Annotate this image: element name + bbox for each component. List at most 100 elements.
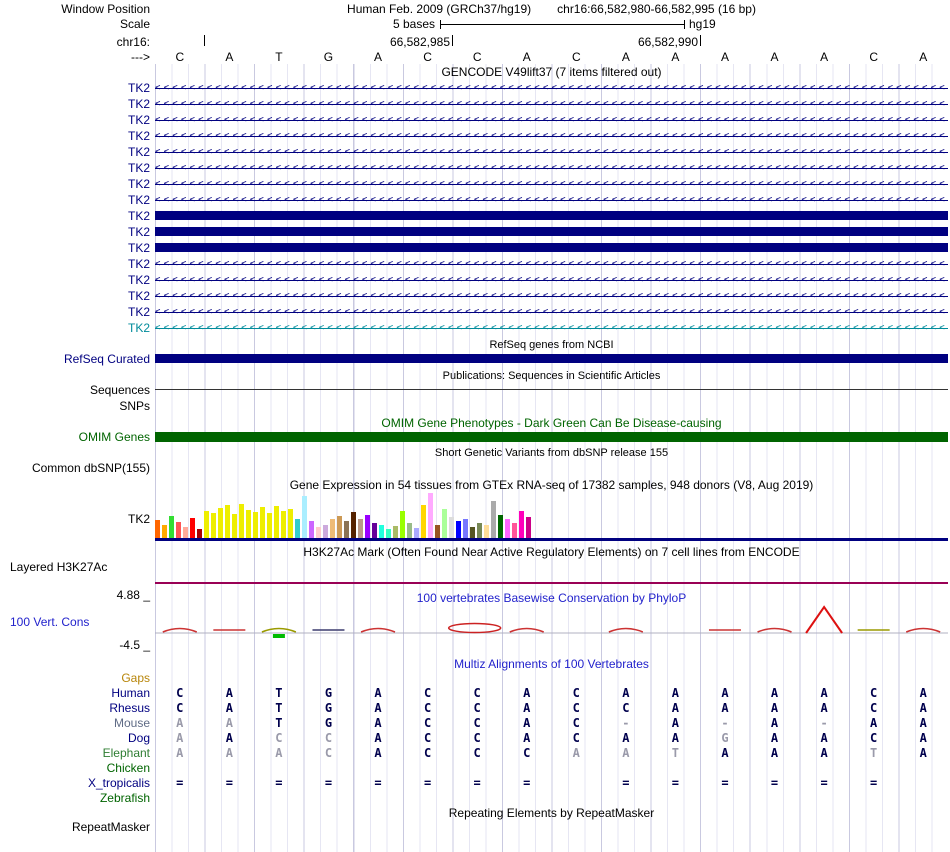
gencode-intron-line[interactable] xyxy=(155,184,948,185)
gencode-item-label[interactable]: TK2 xyxy=(127,129,150,143)
gencode-transcript-row[interactable]: <<<<<<<<<<<<<<<<<<<<<<<<<<<<<<<<<<<<<<<<… xyxy=(155,307,948,317)
gencode-transcript-row[interactable]: <<<<<<<<<<<<<<<<<<<<<<<<<<<<<<<<<<<<<<<<… xyxy=(155,115,948,125)
multiz-title[interactable]: Multiz Alignments of 100 Vertebrates xyxy=(454,657,649,671)
gtex-expression-bar[interactable] xyxy=(428,493,433,538)
gencode-item-label[interactable]: TK2 xyxy=(127,113,150,127)
publications-title[interactable]: Publications: Sequences in Scientific Ar… xyxy=(442,370,661,382)
gtex-expression-bar[interactable] xyxy=(484,525,489,538)
omim-title[interactable]: OMIM Gene Phenotypes - Dark Green Can Be… xyxy=(381,416,722,430)
gtex-expression-bar[interactable] xyxy=(267,513,272,538)
gencode-item-label[interactable]: TK2 xyxy=(127,209,150,223)
gencode-transcript-row[interactable]: <<<<<<<<<<<<<<<<<<<<<<<<<<<<<<<<<<<<<<<<… xyxy=(155,291,948,301)
phylop-title[interactable]: 100 vertebrates Basewise Conservation by… xyxy=(416,591,687,605)
species-label-chicken[interactable]: Chicken xyxy=(106,761,150,775)
gencode-transcript-row[interactable]: <<<<<<<<<<<<<<<<<<<<<<<<<<<<<<<<<<<<<<<<… xyxy=(155,83,948,93)
dbsnp-label[interactable]: Common dbSNP(155) xyxy=(31,461,150,475)
gencode-intron-line[interactable] xyxy=(155,104,948,105)
gencode-transcript-row[interactable]: <<<<<<<<<<<<<<<<<<<<<<<<<<<<<<<<<<<<<<<<… xyxy=(155,179,948,189)
gtex-expression-bar[interactable] xyxy=(365,515,370,538)
gtex-expression-bar[interactable] xyxy=(407,523,412,538)
gtex-expression-bar[interactable] xyxy=(330,519,335,538)
gencode-item-label[interactable]: TK2 xyxy=(127,225,150,239)
gtex-expression-bar[interactable] xyxy=(414,528,419,538)
gencode-item-label[interactable]: TK2 xyxy=(127,177,150,191)
gencode-transcript-row[interactable]: <<<<<<<<<<<<<<<<<<<<<<<<<<<<<<<<<<<<<<<<… xyxy=(155,323,948,333)
phylop-plot[interactable] xyxy=(155,598,948,652)
gtex-expression-bar[interactable] xyxy=(295,519,300,538)
gtex-expression-bar[interactable] xyxy=(449,517,454,538)
gencode-intron-line[interactable] xyxy=(155,280,948,281)
gencode-item-label[interactable]: TK2 xyxy=(127,321,150,335)
gtex-expression-bar[interactable] xyxy=(239,504,244,538)
gtex-expression-bar[interactable] xyxy=(372,523,377,538)
repeatmasker-label[interactable]: RepeatMasker xyxy=(71,820,150,834)
gencode-item-label[interactable]: TK2 xyxy=(127,81,150,95)
gtex-expression-bar[interactable] xyxy=(169,516,174,538)
gtex-expression-bar[interactable] xyxy=(442,509,447,538)
gtex-expression-bar[interactable] xyxy=(232,514,237,538)
gtex-expression-bar[interactable] xyxy=(344,521,349,538)
species-label-x_tropicalis[interactable]: X_tropicalis xyxy=(87,776,150,790)
gencode-intron-line[interactable] xyxy=(155,136,948,137)
gtex-expression-bar[interactable] xyxy=(274,506,279,538)
gtex-expression-bar[interactable] xyxy=(225,505,230,538)
gtex-expression-bar[interactable] xyxy=(386,529,391,538)
gtex-expression-bar[interactable] xyxy=(302,496,307,538)
gencode-intron-line[interactable] xyxy=(155,152,948,153)
gtex-expression-bar[interactable] xyxy=(358,519,363,538)
gtex-expression-bar[interactable] xyxy=(162,525,167,538)
gtex-expression-bar[interactable] xyxy=(421,505,426,538)
refseq-title[interactable]: RefSeq genes from NCBI xyxy=(489,339,614,351)
gencode-transcript-row[interactable]: <<<<<<<<<<<<<<<<<<<<<<<<<<<<<<<<<<<<<<<<… xyxy=(155,131,948,141)
gtex-expression-bar[interactable] xyxy=(288,509,293,538)
dbsnp-title[interactable]: Short Genetic Variants from dbSNP releas… xyxy=(434,447,669,459)
species-label-dog[interactable]: Dog xyxy=(127,731,150,745)
gtex-expression-bar[interactable] xyxy=(519,511,524,538)
gtex-expression-bar[interactable] xyxy=(435,525,440,538)
gencode-item-label[interactable]: TK2 xyxy=(127,305,150,319)
gencode-item-label[interactable]: TK2 xyxy=(127,193,150,207)
gencode-intron-line[interactable] xyxy=(155,200,948,201)
gtex-expression-bar[interactable] xyxy=(281,511,286,538)
gtex-expression-bar[interactable] xyxy=(204,511,209,538)
gtex-expression-bar[interactable] xyxy=(155,520,160,538)
gtex-expression-bar[interactable] xyxy=(526,517,531,538)
gencode-exon-bar[interactable] xyxy=(155,211,948,220)
gtex-expression-bar[interactable] xyxy=(393,526,398,538)
gtex-title[interactable]: Gene Expression in 54 tissues from GTEx … xyxy=(289,478,814,492)
species-label-rhesus[interactable]: Rhesus xyxy=(109,701,150,715)
species-label-zebrafish[interactable]: Zebrafish xyxy=(99,791,150,805)
h3k27ac-signal-line[interactable] xyxy=(155,582,948,584)
species-label-elephant[interactable]: Elephant xyxy=(102,746,150,760)
gtex-expression-bar[interactable] xyxy=(197,529,202,538)
species-label-mouse[interactable]: Mouse xyxy=(113,716,150,730)
gtex-expression-bar[interactable] xyxy=(316,527,321,538)
gtex-expression-bar[interactable] xyxy=(337,516,342,538)
gencode-intron-line[interactable] xyxy=(155,312,948,313)
gtex-expression-bar[interactable] xyxy=(463,519,468,538)
gtex-expression-bar[interactable] xyxy=(498,515,503,538)
gtex-expression-bar[interactable] xyxy=(211,513,216,538)
sequences-label[interactable]: Sequences xyxy=(89,383,150,397)
h3k27ac-label[interactable]: Layered H3K27Ac xyxy=(10,560,108,574)
gtex-expression-bar[interactable] xyxy=(351,512,356,538)
gencode-item-label[interactable]: TK2 xyxy=(127,161,150,175)
gtex-expression-bar[interactable] xyxy=(183,527,188,538)
refseq-curated-bar[interactable] xyxy=(155,354,948,363)
h3k27ac-title[interactable]: H3K27Ac Mark (Often Found Near Active Re… xyxy=(303,545,800,559)
gencode-exon-bar[interactable] xyxy=(155,243,948,252)
species-label-gaps[interactable]: Gaps xyxy=(121,671,150,685)
gtex-expression-bar[interactable] xyxy=(505,519,510,538)
gtex-expression-bar[interactable] xyxy=(190,518,195,538)
gencode-transcript-row[interactable]: <<<<<<<<<<<<<<<<<<<<<<<<<<<<<<<<<<<<<<<<… xyxy=(155,275,948,285)
gtex-expression-bar[interactable] xyxy=(176,522,181,538)
gencode-intron-line[interactable] xyxy=(155,328,948,329)
omim-genes-bar[interactable] xyxy=(155,432,948,442)
gencode-intron-line[interactable] xyxy=(155,264,948,265)
gencode-transcript-row[interactable]: <<<<<<<<<<<<<<<<<<<<<<<<<<<<<<<<<<<<<<<<… xyxy=(155,147,948,157)
gtex-expression-bar[interactable] xyxy=(477,523,482,538)
gtex-expression-bar[interactable] xyxy=(218,508,223,538)
gencode-item-label[interactable]: TK2 xyxy=(127,289,150,303)
omim-genes-label[interactable]: OMIM Genes xyxy=(78,430,150,444)
gencode-intron-line[interactable] xyxy=(155,120,948,121)
